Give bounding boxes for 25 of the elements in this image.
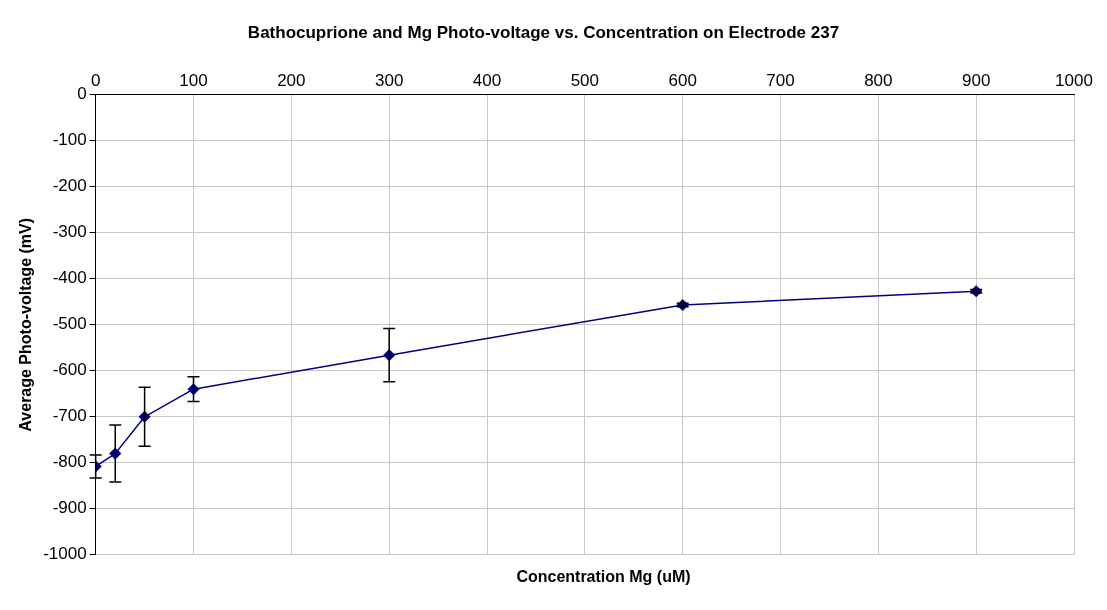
x-tick-label: 1000 [1055,71,1093,91]
chart-title: Bathocuprione and Mg Photo-voltage vs. Concentration on Electrode 237 [247,22,840,42]
y-axis-title: Average Photo-voltage (mV) [17,217,35,432]
x-tick-label: 300 [374,71,404,91]
y-tick-label: -300 [52,222,87,242]
y-tick-label: -400 [52,268,87,288]
x-tick-label: 600 [668,71,697,91]
y-tick-label: -500 [52,314,87,334]
y-tick-label: -900 [52,498,87,518]
x-tick-label: 800 [864,71,893,91]
y-tick-label: -700 [52,406,87,426]
y-tick-label: -100 [52,130,87,150]
y-tick-label: -200 [52,176,87,196]
x-tick-label: 200 [277,71,306,91]
x-tick-label: 400 [472,71,502,91]
y-tick-label: 0 [77,84,87,104]
y-tick-label: -1000 [43,544,87,564]
x-tick-label: 100 [179,71,208,91]
y-tick-label: -800 [52,452,87,472]
x-tick-label: 0 [90,71,101,91]
y-tick-label: -600 [52,360,87,380]
x-axis-title: Concentration Mg (uM) [515,568,692,586]
x-tick-label: 700 [766,71,795,91]
x-tick-label: 500 [570,71,600,91]
x-tick-label: 900 [961,71,991,91]
